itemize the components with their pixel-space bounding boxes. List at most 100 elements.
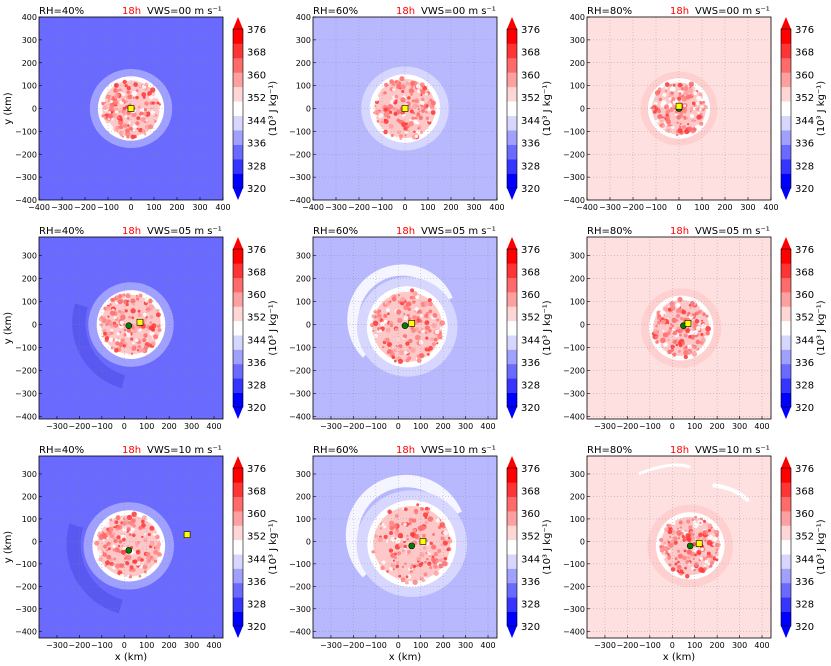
panel-time-label: 18h <box>122 226 141 237</box>
x-tick-label: 400 <box>754 641 769 650</box>
x-tick-label: 0 <box>396 641 401 650</box>
colorbar-swatch <box>781 249 791 264</box>
x-tick-label: 400 <box>763 203 778 212</box>
y-tick-label: 0 <box>580 537 585 546</box>
colorbar-swatch <box>233 115 243 131</box>
y-tick-label: −400 <box>563 196 585 205</box>
colorbar-swatch <box>233 277 243 293</box>
y-tick-label: −100 <box>563 127 585 136</box>
colorbar-swatch <box>781 525 791 541</box>
y-axis-label: y (km) <box>3 92 14 125</box>
y-tick-label: −300 <box>289 173 311 182</box>
x-tick-label: 100 <box>687 641 702 650</box>
panel-time-label: 18h <box>670 445 689 456</box>
x-tick-label: 300 <box>192 203 207 212</box>
x-tick-label: 100 <box>694 203 709 212</box>
plot-frame <box>312 455 498 639</box>
y-tick-label: −200 <box>15 582 37 591</box>
panel-time-label: 18h <box>396 445 415 456</box>
y-tick-label: 0 <box>306 321 311 330</box>
x-tick-label: −200 <box>616 422 638 431</box>
panel-time-label: 18h <box>396 6 415 17</box>
colorbar-swatch <box>781 539 791 555</box>
y-tick-label: −100 <box>289 127 311 136</box>
colorbar-swatch <box>507 144 517 160</box>
colorbar-swatch <box>507 363 517 379</box>
colorbar-swatch <box>781 554 791 569</box>
y-tick-label: 100 <box>570 515 585 524</box>
x-tick-label: 200 <box>436 641 451 650</box>
colorbar-label: (10³ J kg⁻¹) <box>816 81 827 136</box>
y-tick-label: 400 <box>570 13 585 22</box>
colorbar-tick-label: 352 <box>795 313 814 324</box>
colorbar-tick-label: 376 <box>521 25 540 36</box>
colorbar-swatch <box>781 349 791 365</box>
y-tick-label: 300 <box>296 36 311 45</box>
colorbar-swatch <box>233 86 243 102</box>
y-tick-label: 400 <box>296 13 311 22</box>
y-tick-label: −100 <box>563 344 585 353</box>
y-tick-label: 200 <box>296 492 311 501</box>
colorbar-tick-label: 376 <box>521 464 540 475</box>
colorbar: 320 328 336 344 352 360 368 376 (10³ J kg⁻¹) <box>232 237 279 419</box>
y-tick-label: −400 <box>289 413 311 422</box>
colorbar-swatch <box>233 539 243 555</box>
y-tick-label: 0 <box>32 321 37 330</box>
colorbar-top-arrow <box>507 237 517 249</box>
y-tick-label: 100 <box>570 82 585 91</box>
panel-rh-label: RH=40% <box>39 6 84 17</box>
colorbar-frame <box>506 28 518 189</box>
colorbar-label: (10³ J kg⁻¹) <box>542 81 553 136</box>
colorbar-swatch <box>781 306 791 322</box>
grid-lines <box>587 17 771 200</box>
outflow-band <box>638 463 691 476</box>
colorbar-tick-label: 320 <box>795 622 814 633</box>
y-tick-label: 300 <box>570 470 585 479</box>
grid-lines <box>313 456 497 638</box>
y-tick-label: −200 <box>563 582 585 591</box>
colorbar-tick-label: 352 <box>521 313 540 324</box>
panel-rh-label: RH=40% <box>39 226 84 237</box>
colorbar-tick-label: 344 <box>521 116 540 127</box>
colorbar-swatch <box>233 611 243 627</box>
colorbar-tick-label: 336 <box>247 577 266 588</box>
colorbar-tick-label: 368 <box>247 48 266 59</box>
plot-frame <box>586 455 772 639</box>
x-tick-label: −200 <box>342 422 364 431</box>
vortex-speckle <box>373 76 436 141</box>
colorbar-swatch <box>507 392 517 408</box>
colorbar-tick-label: 344 <box>795 116 814 127</box>
colorbar-frame <box>232 28 244 189</box>
colorbar-swatch <box>781 320 791 336</box>
y-tick-label: 300 <box>22 470 37 479</box>
y-tick-label: 0 <box>580 105 585 114</box>
colorbar-tick-label: 328 <box>795 161 814 172</box>
colorbar-swatch <box>781 72 791 88</box>
x-tick-label: −200 <box>68 422 90 431</box>
colorbar-swatch <box>781 263 791 279</box>
colorbar-swatch <box>781 29 791 44</box>
storm-center-marker <box>401 322 409 329</box>
colorbar-tick-label: 352 <box>521 93 540 104</box>
colorbar-swatch <box>781 482 791 498</box>
colorbar-top-arrow <box>233 456 243 468</box>
storm-center-marker <box>125 322 133 329</box>
colorbar-swatch <box>781 511 791 526</box>
colorbar-tick-label: 376 <box>795 245 814 256</box>
colorbar-tick-label: 336 <box>247 139 266 150</box>
colorbar-swatch <box>781 86 791 102</box>
colorbar-frame <box>780 248 792 408</box>
colorbar-tick-label: 352 <box>247 532 266 543</box>
x-tick-label: −300 <box>46 422 68 431</box>
y-tick-label: 0 <box>32 105 37 114</box>
colorbar-tick-label: 336 <box>795 577 814 588</box>
grid-lines <box>587 237 771 419</box>
colorbar-swatch <box>781 496 791 512</box>
colorbar-top-arrow <box>781 17 791 29</box>
panel-time-label: 18h <box>122 6 141 17</box>
colorbar-swatch <box>781 130 791 145</box>
colorbar-tick-label: 320 <box>795 184 814 195</box>
colorbar-tick-label: 328 <box>247 380 266 391</box>
y-tick-label: −400 <box>563 627 585 636</box>
colorbar-swatch <box>781 468 791 483</box>
